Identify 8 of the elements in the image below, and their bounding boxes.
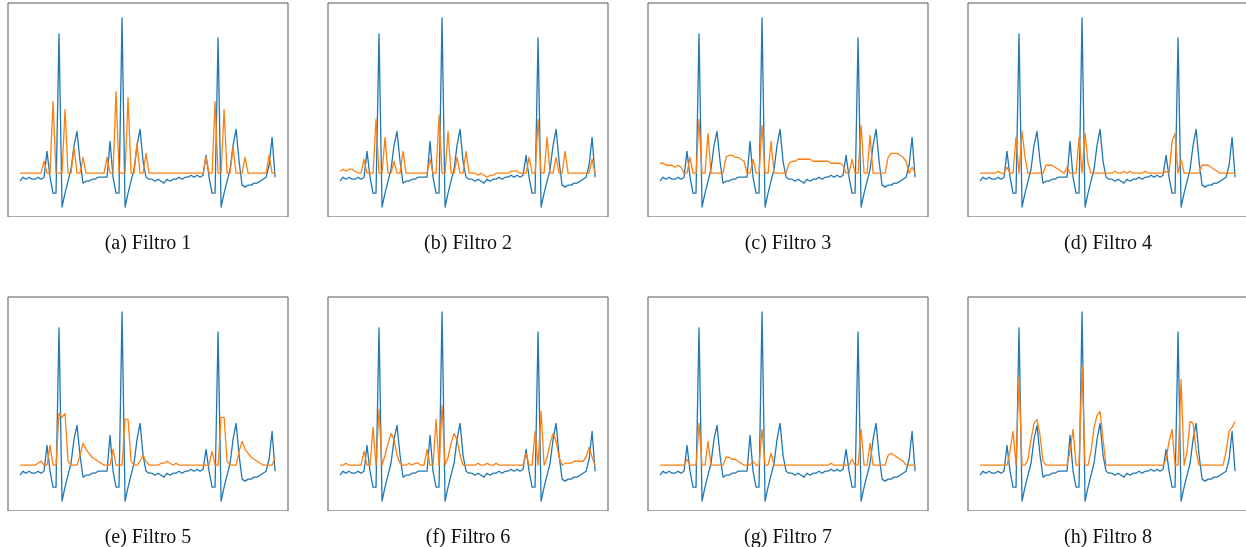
x-axis-title: (e) Filtro 5 [103, 524, 193, 547]
x-axis-title: (a) Filtro 1 [103, 230, 193, 254]
x-axis-title: (h) Filtro 8 [1063, 524, 1153, 547]
x-axis-title: (f) Filtro 6 [424, 524, 512, 547]
x-axis-title: (d) Filtro 4 [1063, 230, 1153, 254]
x-axis-title: (c) Filtro 3 [743, 230, 833, 254]
x-axis-title: (g) Filtro 7 [743, 524, 833, 547]
x-axis-title: (b) Filtro 2 [423, 230, 513, 254]
